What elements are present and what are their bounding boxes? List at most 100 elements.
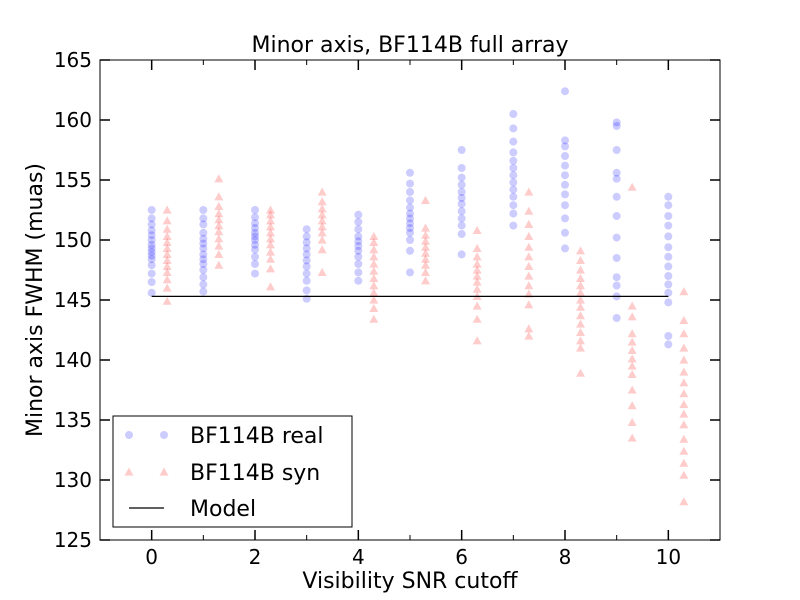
real-data-point — [354, 246, 363, 255]
real-data-point — [664, 272, 673, 280]
real-data-point — [457, 207, 466, 216]
syn-data-point — [576, 327, 585, 336]
real-data-point — [664, 221, 673, 230]
syn-data-point — [679, 458, 689, 467]
syn-data-point — [524, 324, 534, 333]
syn-data-point — [524, 219, 534, 228]
x-axis: 0 2 4 6 8 10 — [99, 60, 721, 569]
syn-data-point — [679, 367, 689, 376]
syn-data-point — [576, 288, 585, 297]
real-data-point — [457, 200, 466, 208]
real-data-point — [199, 244, 208, 253]
syn-data-point — [576, 246, 585, 255]
x-tick-label: 6 — [455, 545, 468, 569]
real-data-point — [251, 245, 259, 254]
syn-data-point — [369, 259, 379, 268]
syn-data-point — [472, 243, 482, 252]
syn-data-point — [162, 296, 172, 305]
y-tick-label: 160 — [54, 108, 92, 132]
x-tick-label: 0 — [145, 545, 158, 569]
syn-data-point — [421, 254, 430, 263]
syn-data-point — [524, 242, 534, 251]
real-data-point — [664, 288, 673, 297]
real-data-point — [354, 242, 363, 250]
x-tick-label: 2 — [249, 545, 262, 569]
syn-data-point — [524, 289, 534, 298]
real-data-point — [612, 254, 621, 262]
syn-data-point — [679, 329, 689, 338]
syn-data-point — [266, 216, 275, 225]
real-data-point — [354, 276, 363, 285]
real-data-point — [251, 252, 259, 261]
syn-data-point — [524, 231, 534, 240]
real-data-point — [354, 252, 363, 261]
syn-data-point — [627, 301, 637, 310]
syn-data-point — [421, 236, 430, 245]
syn-data-point — [627, 329, 637, 338]
legend: BF114B real BF114B syn Model — [112, 415, 353, 528]
syn-data-point — [627, 345, 637, 354]
syn-data-point — [472, 271, 482, 280]
syn-data-point — [266, 247, 275, 256]
real-data-point — [199, 206, 208, 214]
real-data-point — [509, 164, 518, 172]
real-data-point — [354, 225, 363, 234]
real-data-point — [147, 261, 156, 270]
syn-data-point — [317, 216, 327, 225]
y-tick-label: 140 — [54, 348, 92, 372]
syn-data-point — [679, 420, 689, 429]
legend-marker-syn — [124, 467, 134, 476]
real-data-point — [561, 190, 569, 199]
syn-data-point — [679, 409, 689, 418]
real-data-point — [561, 180, 569, 189]
syn-data-point — [162, 224, 172, 233]
syn-data-point — [472, 301, 482, 310]
syn-data-point — [369, 266, 379, 275]
real-data-point — [251, 269, 259, 278]
syn-data-point — [421, 242, 430, 251]
syn-data-point — [369, 288, 379, 297]
real-data-point — [147, 269, 156, 278]
real-data-point — [612, 212, 621, 220]
syn-data-point — [369, 252, 379, 261]
real-data-point — [302, 276, 311, 285]
syn-data-point — [317, 245, 327, 254]
real-data-point — [561, 171, 569, 180]
syn-data-point — [317, 210, 327, 219]
syn-data-point — [214, 192, 224, 201]
real-data-point — [457, 164, 466, 172]
syn-data-point — [266, 228, 275, 237]
real-data-point — [406, 168, 414, 177]
syn-data-point — [679, 343, 689, 352]
syn-data-point — [679, 470, 689, 479]
real-data-point — [561, 244, 569, 253]
syn-data-point — [627, 417, 637, 426]
syn-data-point — [627, 369, 637, 378]
syn-data-point — [162, 249, 172, 258]
syn-data-point — [266, 240, 275, 249]
syn-data-point — [627, 182, 637, 191]
y-tick-label: 135 — [54, 408, 92, 432]
real-data-point — [251, 206, 259, 214]
syn-data-point — [576, 343, 585, 352]
syn-data-point — [576, 319, 585, 328]
syn-data-point — [472, 225, 482, 234]
syn-data-point — [266, 234, 275, 243]
real-data-point — [147, 244, 156, 253]
syn-data-point — [369, 273, 379, 282]
syn-data-point — [679, 497, 689, 506]
syn-data-point — [627, 354, 637, 363]
syn-data-point — [627, 361, 637, 370]
real-data-point — [406, 179, 414, 188]
real-data-point — [457, 194, 466, 202]
y-axis: 125 130 135 140 145 150 155 160 165 — [54, 48, 720, 552]
legend-label-model: Model — [190, 497, 256, 522]
syn-data-point — [524, 331, 534, 340]
y-tick-label: 130 — [54, 468, 92, 492]
real-data-point — [354, 232, 363, 241]
syn-data-point — [472, 284, 482, 293]
syn-data-point — [162, 261, 172, 270]
real-data-point — [561, 228, 569, 237]
chart-title: Minor axis, BF114B full array — [251, 33, 568, 58]
